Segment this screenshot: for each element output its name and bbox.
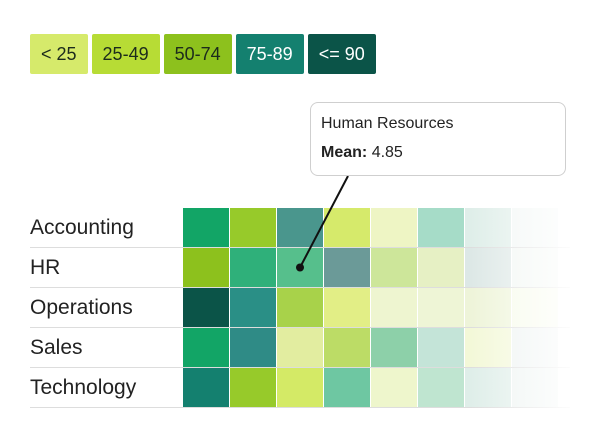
- tooltip-metric-label: Mean:: [321, 144, 368, 161]
- heatmap-cell[interactable]: [371, 328, 417, 367]
- heatmap-cell[interactable]: [183, 288, 229, 327]
- heatmap-cell[interactable]: [512, 328, 558, 367]
- highlight-marker: [296, 263, 304, 272]
- heatmap-cell[interactable]: [324, 368, 370, 407]
- heatmap-cell[interactable]: [277, 208, 323, 247]
- heatmap-cell[interactable]: [277, 328, 323, 367]
- heatmap-cell[interactable]: [371, 368, 417, 407]
- row-label: Sales: [30, 336, 83, 359]
- heatmap-cell[interactable]: [465, 248, 511, 287]
- heatmap-cell[interactable]: [465, 288, 511, 327]
- heatmap-cell[interactable]: [230, 208, 276, 247]
- row-label: Technology: [30, 376, 137, 399]
- heatmap-cell[interactable]: [230, 288, 276, 327]
- row-label: Operations: [30, 296, 133, 319]
- legend-item[interactable]: < 25: [30, 34, 88, 74]
- heatmap-cell[interactable]: [183, 208, 229, 247]
- heatmap-cell[interactable]: [512, 248, 558, 287]
- tooltip-connector: [299, 175, 349, 268]
- heatmap-cell[interactable]: [324, 248, 370, 287]
- legend-item[interactable]: 50-74: [163, 34, 232, 74]
- heatmap-cell[interactable]: [418, 248, 464, 287]
- heatmap-cell[interactable]: [418, 208, 464, 247]
- legend-item[interactable]: 75-89: [235, 34, 304, 74]
- heatmap-cell[interactable]: [418, 328, 464, 367]
- heatmap-cell[interactable]: [512, 368, 558, 407]
- heatmap-cell[interactable]: [183, 368, 229, 407]
- heatmap-cell[interactable]: [371, 208, 417, 247]
- heatmap-cell[interactable]: [465, 208, 511, 247]
- tooltip-metric-value: 4.85: [371, 144, 403, 161]
- heatmap-cell[interactable]: [230, 248, 276, 287]
- heatmap-cell[interactable]: [324, 328, 370, 367]
- legend: < 25 25-49 50-74 75-89 <= 90: [30, 34, 376, 74]
- legend-item[interactable]: 25-49: [91, 34, 160, 74]
- tooltip: Human Resources Mean: 4.85: [310, 102, 566, 176]
- row-label: Accounting: [30, 216, 134, 239]
- heatmap-cell[interactable]: [512, 208, 558, 247]
- heatmap-cell[interactable]: [465, 368, 511, 407]
- heatmap-cell[interactable]: [277, 288, 323, 327]
- row-label: HR: [30, 256, 61, 279]
- heatmap-cell[interactable]: [371, 248, 417, 287]
- heatmap-cell[interactable]: [230, 328, 276, 367]
- heatmap-cell[interactable]: [465, 328, 511, 367]
- legend-item[interactable]: <= 90: [307, 34, 376, 74]
- heatmap-cell[interactable]: [183, 328, 229, 367]
- heatmap-cell[interactable]: [418, 368, 464, 407]
- heatmap-cell[interactable]: [512, 288, 558, 327]
- tooltip-body: Mean: 4.85: [321, 144, 555, 162]
- tooltip-title: Human Resources: [321, 115, 454, 132]
- heatmap-cell[interactable]: [371, 288, 417, 327]
- heatmap-cell[interactable]: [324, 288, 370, 327]
- heatmap-cell[interactable]: [230, 368, 276, 407]
- heatmap-cell[interactable]: [418, 288, 464, 327]
- heatmap-cell[interactable]: [277, 368, 323, 407]
- heatmap-cell[interactable]: [324, 208, 370, 247]
- heatmap-cell[interactable]: [183, 248, 229, 287]
